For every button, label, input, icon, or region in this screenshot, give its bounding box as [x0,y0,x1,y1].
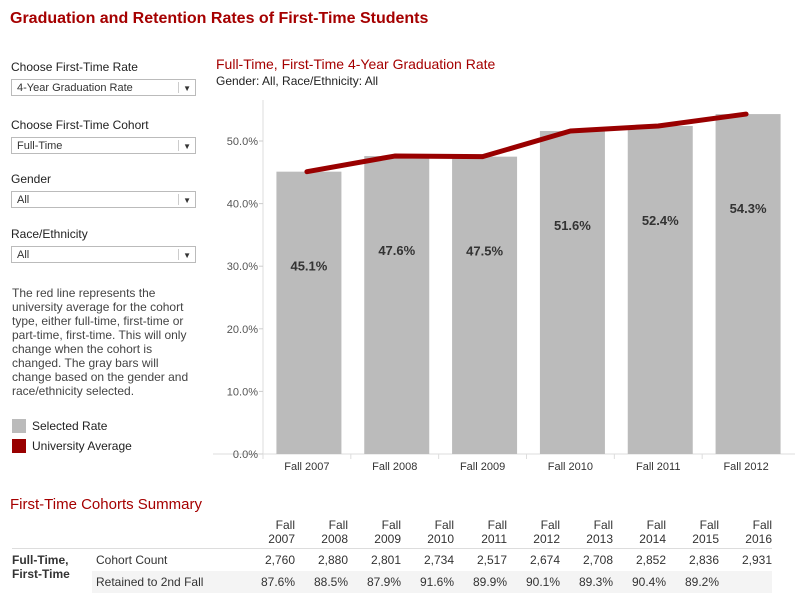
y-tick-label: 30.0% [227,261,258,273]
x-tick-label: Fall 2009 [460,461,505,473]
table-cell: 87.9% [366,575,401,589]
bar-fall-2009 [452,156,518,454]
gender-dropdown-value: All [17,194,30,206]
y-tick-label: 40.0% [227,199,258,211]
chart-note: The red line represents the university a… [12,286,189,398]
chart-subtitle: Gender: All, Race/Ethnicity: All [216,74,379,88]
table-cell: 2,517 [476,553,507,567]
table-cell: 2,836 [688,553,719,567]
bar-data-label: 51.6% [554,218,591,233]
legend-label: Selected Rate [32,419,108,433]
university-average-line [304,111,749,175]
table-cell: 91.6% [419,575,454,589]
year-header: Fall 2007 [268,518,295,546]
y-tick-label: 20.0% [227,324,258,336]
y-tick-label: 50.0% [227,136,258,148]
year-header: Fall 2009 [374,518,401,546]
table-cell: 2,880 [317,553,348,567]
year-header: Fall 2012 [533,518,560,546]
chevron-down-icon: ▼ [183,251,191,260]
chart-title: Full-Time, First-Time 4-Year Graduation … [216,56,496,72]
filter-label-cohort: Choose First-Time Cohort [11,118,149,132]
filter-label-gender: Gender [11,172,52,186]
row-label: Cohort Count [96,553,168,567]
legend-swatch-gray [12,419,26,433]
legend-university-average: University Average [12,439,132,453]
table-cell: 2,852 [635,553,666,567]
summary-table: Fall 2007 Fall 2008 Fall 2009 Fall 2010 Fall 2011… [12,518,772,593]
table-cell: 89.3% [578,575,613,589]
rate-dropdown[interactable]: 4-Year Graduation Rate ▼ [11,79,196,96]
cohort-group-label: Full-Time, First-Time [12,553,70,581]
bar-data-label: 54.3% [730,201,767,216]
y-tick-label: 10.0% [227,386,258,398]
table-cell: 2,931 [741,553,772,567]
x-tick-label: Fall 2008 [372,461,417,473]
table-cell: 2,674 [529,553,560,567]
bar-data-label: 52.4% [642,213,679,228]
rate-dropdown-value: 4-Year Graduation Rate [17,82,133,94]
x-tick-label: Fall 2012 [723,461,768,473]
bar-data-label: 47.6% [378,243,415,258]
filter-label-rate: Choose First-Time Rate [11,60,138,74]
x-tick-label: Fall 2011 [636,461,680,473]
legend-selected-rate: Selected Rate [12,419,107,433]
table-cell: 88.5% [313,575,348,589]
cohort-dropdown[interactable]: Full-Time ▼ [11,137,196,154]
table-cell: 89.2% [684,575,719,589]
table-cell: 2,708 [582,553,613,567]
graduation-rate-chart: 0.0% 10.0% 20.0% 30.0% 40.0% 50.0% 45.1% Fall 2… [213,100,795,473]
year-header: Fall 2011 [481,518,507,546]
x-tick-label: Fall 2007 [284,461,329,473]
table-cell: 2,734 [423,553,454,567]
dashboard-title: Graduation and Retention Rates of First-… [10,10,429,27]
y-tick-label: 0.0% [233,449,258,461]
legend-swatch-red [12,439,26,453]
gender-dropdown[interactable]: All ▼ [11,191,196,208]
year-header: Fall 2016 [745,518,772,546]
table-cell: 2,801 [370,553,401,567]
table-cell: 90.1% [525,575,560,589]
table-cell: 87.6% [260,575,295,589]
table-cell: 90.4% [631,575,666,589]
bar-fall-2007 [276,171,342,454]
year-header: Fall 2015 [692,518,719,546]
bar-data-label: 47.5% [466,244,503,259]
cohort-dropdown-value: Full-Time [17,140,63,152]
year-header: Fall 2010 [427,518,454,546]
row-label: Retained to 2nd Fall [96,575,204,589]
chevron-down-icon: ▼ [183,84,191,93]
bar-fall-2012 [715,114,781,454]
x-tick-label: Fall 2010 [548,461,593,473]
race-dropdown[interactable]: All ▼ [11,246,196,263]
summary-title: First-Time Cohorts Summary [10,496,202,513]
race-dropdown-value: All [17,249,30,261]
chevron-down-icon: ▼ [183,142,191,151]
year-header: Fall 2013 [586,518,613,546]
table-cell [719,571,772,593]
bar-fall-2008 [364,156,430,455]
chevron-down-icon: ▼ [183,196,191,205]
bar-fall-2011 [627,125,693,454]
bar-fall-2010 [539,130,605,454]
bar-data-label: 45.1% [290,259,327,274]
year-header: Fall 2014 [639,518,666,546]
table-cell: 89.9% [472,575,507,589]
table-cell: 2,760 [264,553,295,567]
year-header: Fall 2008 [321,518,348,546]
legend-label: University Average [32,439,132,453]
filter-label-race: Race/Ethnicity [11,227,88,241]
